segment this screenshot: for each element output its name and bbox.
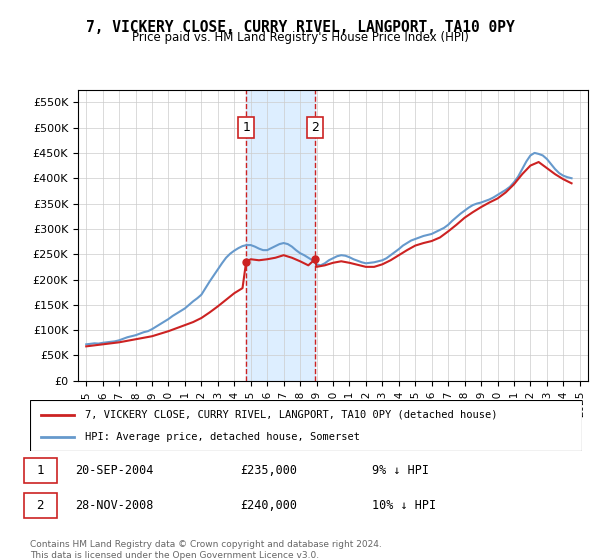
- Text: Contains HM Land Registry data © Crown copyright and database right 2024.
This d: Contains HM Land Registry data © Crown c…: [30, 540, 382, 560]
- FancyBboxPatch shape: [24, 458, 57, 483]
- FancyBboxPatch shape: [30, 400, 582, 451]
- Text: 1: 1: [242, 121, 250, 134]
- Text: 2: 2: [311, 121, 319, 134]
- Text: 7, VICKERY CLOSE, CURRY RIVEL, LANGPORT, TA10 0PY: 7, VICKERY CLOSE, CURRY RIVEL, LANGPORT,…: [86, 20, 514, 35]
- Text: 2: 2: [37, 499, 44, 512]
- Text: Price paid vs. HM Land Registry's House Price Index (HPI): Price paid vs. HM Land Registry's House …: [131, 31, 469, 44]
- Text: 9% ↓ HPI: 9% ↓ HPI: [372, 464, 429, 477]
- Text: £240,000: £240,000: [240, 499, 297, 512]
- Text: HPI: Average price, detached house, Somerset: HPI: Average price, detached house, Some…: [85, 432, 360, 442]
- Text: 10% ↓ HPI: 10% ↓ HPI: [372, 499, 436, 512]
- Text: 7, VICKERY CLOSE, CURRY RIVEL, LANGPORT, TA10 0PY (detached house): 7, VICKERY CLOSE, CURRY RIVEL, LANGPORT,…: [85, 409, 498, 419]
- Text: 1: 1: [37, 464, 44, 477]
- Bar: [246, 90, 315, 381]
- Text: 28-NOV-2008: 28-NOV-2008: [75, 499, 154, 512]
- Text: £235,000: £235,000: [240, 464, 297, 477]
- FancyBboxPatch shape: [24, 493, 57, 518]
- Text: 20-SEP-2004: 20-SEP-2004: [75, 464, 154, 477]
